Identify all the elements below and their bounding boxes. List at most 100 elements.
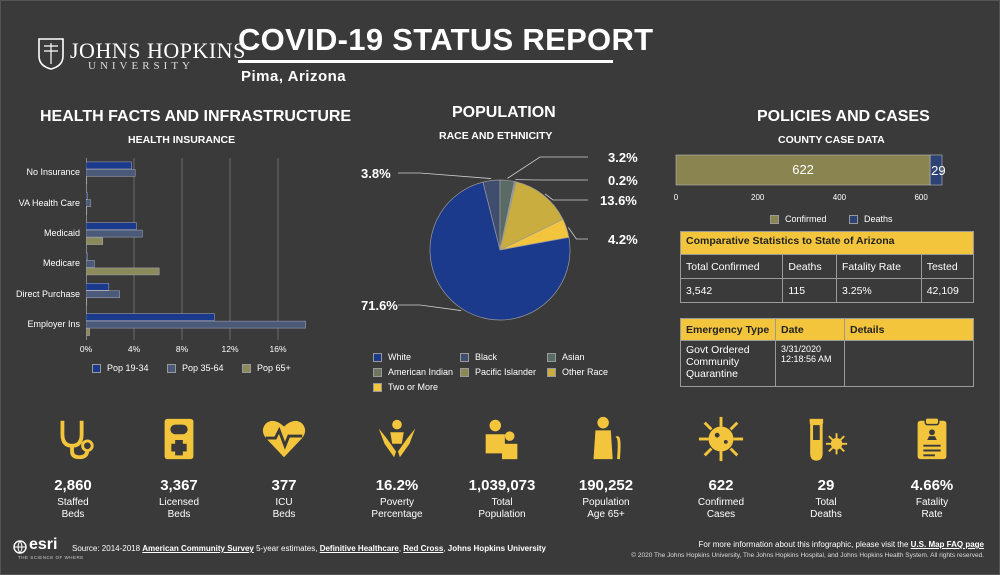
subtitle-race: RACE AND ETHNICITY (439, 130, 553, 142)
legend-black: Black (460, 352, 498, 363)
stat-label: Poverty Percentage (352, 497, 442, 521)
category-label: Employer Ins (27, 318, 80, 329)
location-label: Pima, Arizona (241, 68, 347, 85)
legend-two-or-more: Two or More (373, 382, 439, 393)
stat-label-line: Total (491, 497, 513, 508)
virus-icon (698, 416, 744, 462)
emergency-table: Emergency Type Date Details Govt Ordered… (680, 318, 974, 387)
x-tick-label: 200 (751, 193, 765, 202)
stat-label: Total Population (457, 497, 547, 521)
bar-medicare-1 (86, 260, 95, 268)
stat-value: 2,860 (54, 477, 92, 494)
stat-label-line: Rate (921, 509, 943, 520)
pie-label-white: 71.6% (361, 298, 398, 313)
footer-info: For more information about this infograp… (699, 540, 984, 549)
acs-link[interactable]: American Community Survey (142, 544, 254, 553)
val-deaths: 115 (782, 278, 837, 303)
bar-medicare-2 (86, 267, 160, 276)
stat-label-line: Confirmed (697, 497, 745, 508)
col-fatality-rate: Fatality Rate (836, 254, 922, 279)
legend-american-indian: American Indian (373, 367, 453, 378)
stat-label-line: ICU (275, 497, 293, 508)
legend-other-race: Other Race (547, 367, 609, 378)
legend-swatch (547, 353, 556, 363)
bar-label-deaths: 29 (931, 163, 945, 178)
category-label: Direct Purchase (15, 288, 80, 299)
col-details: Details (844, 318, 974, 341)
x-tick-label: 0 (674, 193, 679, 202)
elder-icon (593, 416, 621, 460)
bar-va-health-care-2 (86, 207, 88, 215)
x-tick-label: 600 (914, 193, 928, 202)
category-label: Medicaid (43, 227, 80, 238)
bar-va-health-care-1 (86, 199, 92, 207)
stat-label-line: Poverty (380, 497, 414, 508)
x-tick-label: 0% (79, 344, 93, 354)
source-mid2: , (398, 544, 404, 553)
stat-label-line: Percentage (371, 509, 423, 520)
footer-copyright: © 2020 The Johns Hopkins University, The… (631, 552, 984, 559)
subtitle-county: COUNTY CASE DATA (778, 134, 885, 146)
col-date: Date (775, 318, 845, 341)
definitive-healthcare-link[interactable]: Definitive Healthcare (319, 544, 399, 553)
bar-medicaid-0 (86, 222, 137, 230)
legend-text: Black (475, 352, 498, 362)
legend-text: White (388, 352, 412, 362)
health-insurance-chart: No Insurance VA Health Care Medicaid Medica… (0, 150, 340, 390)
legend-text: Other Race (562, 367, 609, 377)
stat-value: 1,039,073 (468, 477, 536, 494)
category-label: No Insurance (26, 167, 80, 178)
category-label: Medicare (42, 258, 80, 269)
source-jhu: Johns Hopkins University (447, 544, 546, 553)
legend-asian: Asian (547, 352, 585, 363)
subtitle-health-insurance: HEALTH INSURANCE (128, 134, 236, 146)
bar-va-health-care-0 (86, 192, 88, 200)
legend-text: Asian (562, 352, 585, 362)
bar-confirmed (675, 154, 931, 186)
county-case-chart: 622 29 0 200 400 600 (674, 154, 946, 202)
test-tube-virus-icon (809, 418, 848, 461)
stat-value: 3,367 (160, 477, 198, 494)
pie-label-asian: 3.2% (608, 150, 638, 165)
info-prefix: For more information about this infograp… (698, 540, 911, 549)
stat-value: 622 (708, 477, 734, 494)
emergency-details-value (844, 340, 974, 387)
logo-wordmark: JOHNS HOPKINS (70, 38, 246, 63)
stat-label-line: Beds (272, 509, 296, 520)
legend-pop-19-34: Pop 19-34 (92, 363, 149, 374)
people-icon (485, 419, 518, 460)
stat-label-line: Fatality (915, 497, 949, 508)
stat-label-line: Deaths (810, 509, 842, 520)
val-tested: 42,109 (920, 278, 975, 303)
pie-label-other-race: 13.6% (600, 193, 637, 208)
x-tick-label: 12% (221, 344, 239, 354)
col-deaths: Deaths (782, 254, 837, 279)
logo-subtext: UNIVERSITY (88, 60, 194, 72)
red-cross-link[interactable]: Red Cross (403, 544, 444, 553)
pie-slice-white (429, 181, 571, 321)
health-insurance-legend: Pop 19-34 Pop 35-64 Pop 65+ (92, 358, 332, 376)
bar-employer-ins-0 (86, 313, 215, 321)
stat-value: 377 (271, 477, 297, 494)
bar-no-insurance-1 (86, 169, 136, 177)
caring-hands-icon (378, 419, 416, 458)
legend-text: Two or More (388, 382, 439, 392)
legend-white: White (373, 352, 412, 363)
legend-confirmed: Confirmed (770, 214, 827, 225)
bar-employer-ins-2 (86, 328, 90, 336)
legend-swatch (460, 368, 469, 378)
title-underline (238, 60, 613, 63)
stat-value: 4.66% (910, 477, 954, 494)
x-tick-label: 400 (833, 193, 847, 202)
legend-swatch (373, 353, 382, 363)
bar-direct-purchase-1 (86, 290, 120, 298)
section-title-population: POPULATION (452, 104, 556, 121)
race-ethnicity-pie (429, 179, 571, 321)
footer-source: Source: 2014-2018 American Community Sur… (72, 544, 546, 553)
legend-swatch (373, 383, 382, 393)
stat-label-line: Cases (706, 509, 736, 520)
stat-label-line: Age 65+ (587, 509, 625, 520)
stat-label: Staffed Beds (28, 497, 118, 521)
x-tick-label: 4% (127, 344, 141, 354)
faq-link[interactable]: U.S. Map FAQ page (910, 540, 984, 549)
